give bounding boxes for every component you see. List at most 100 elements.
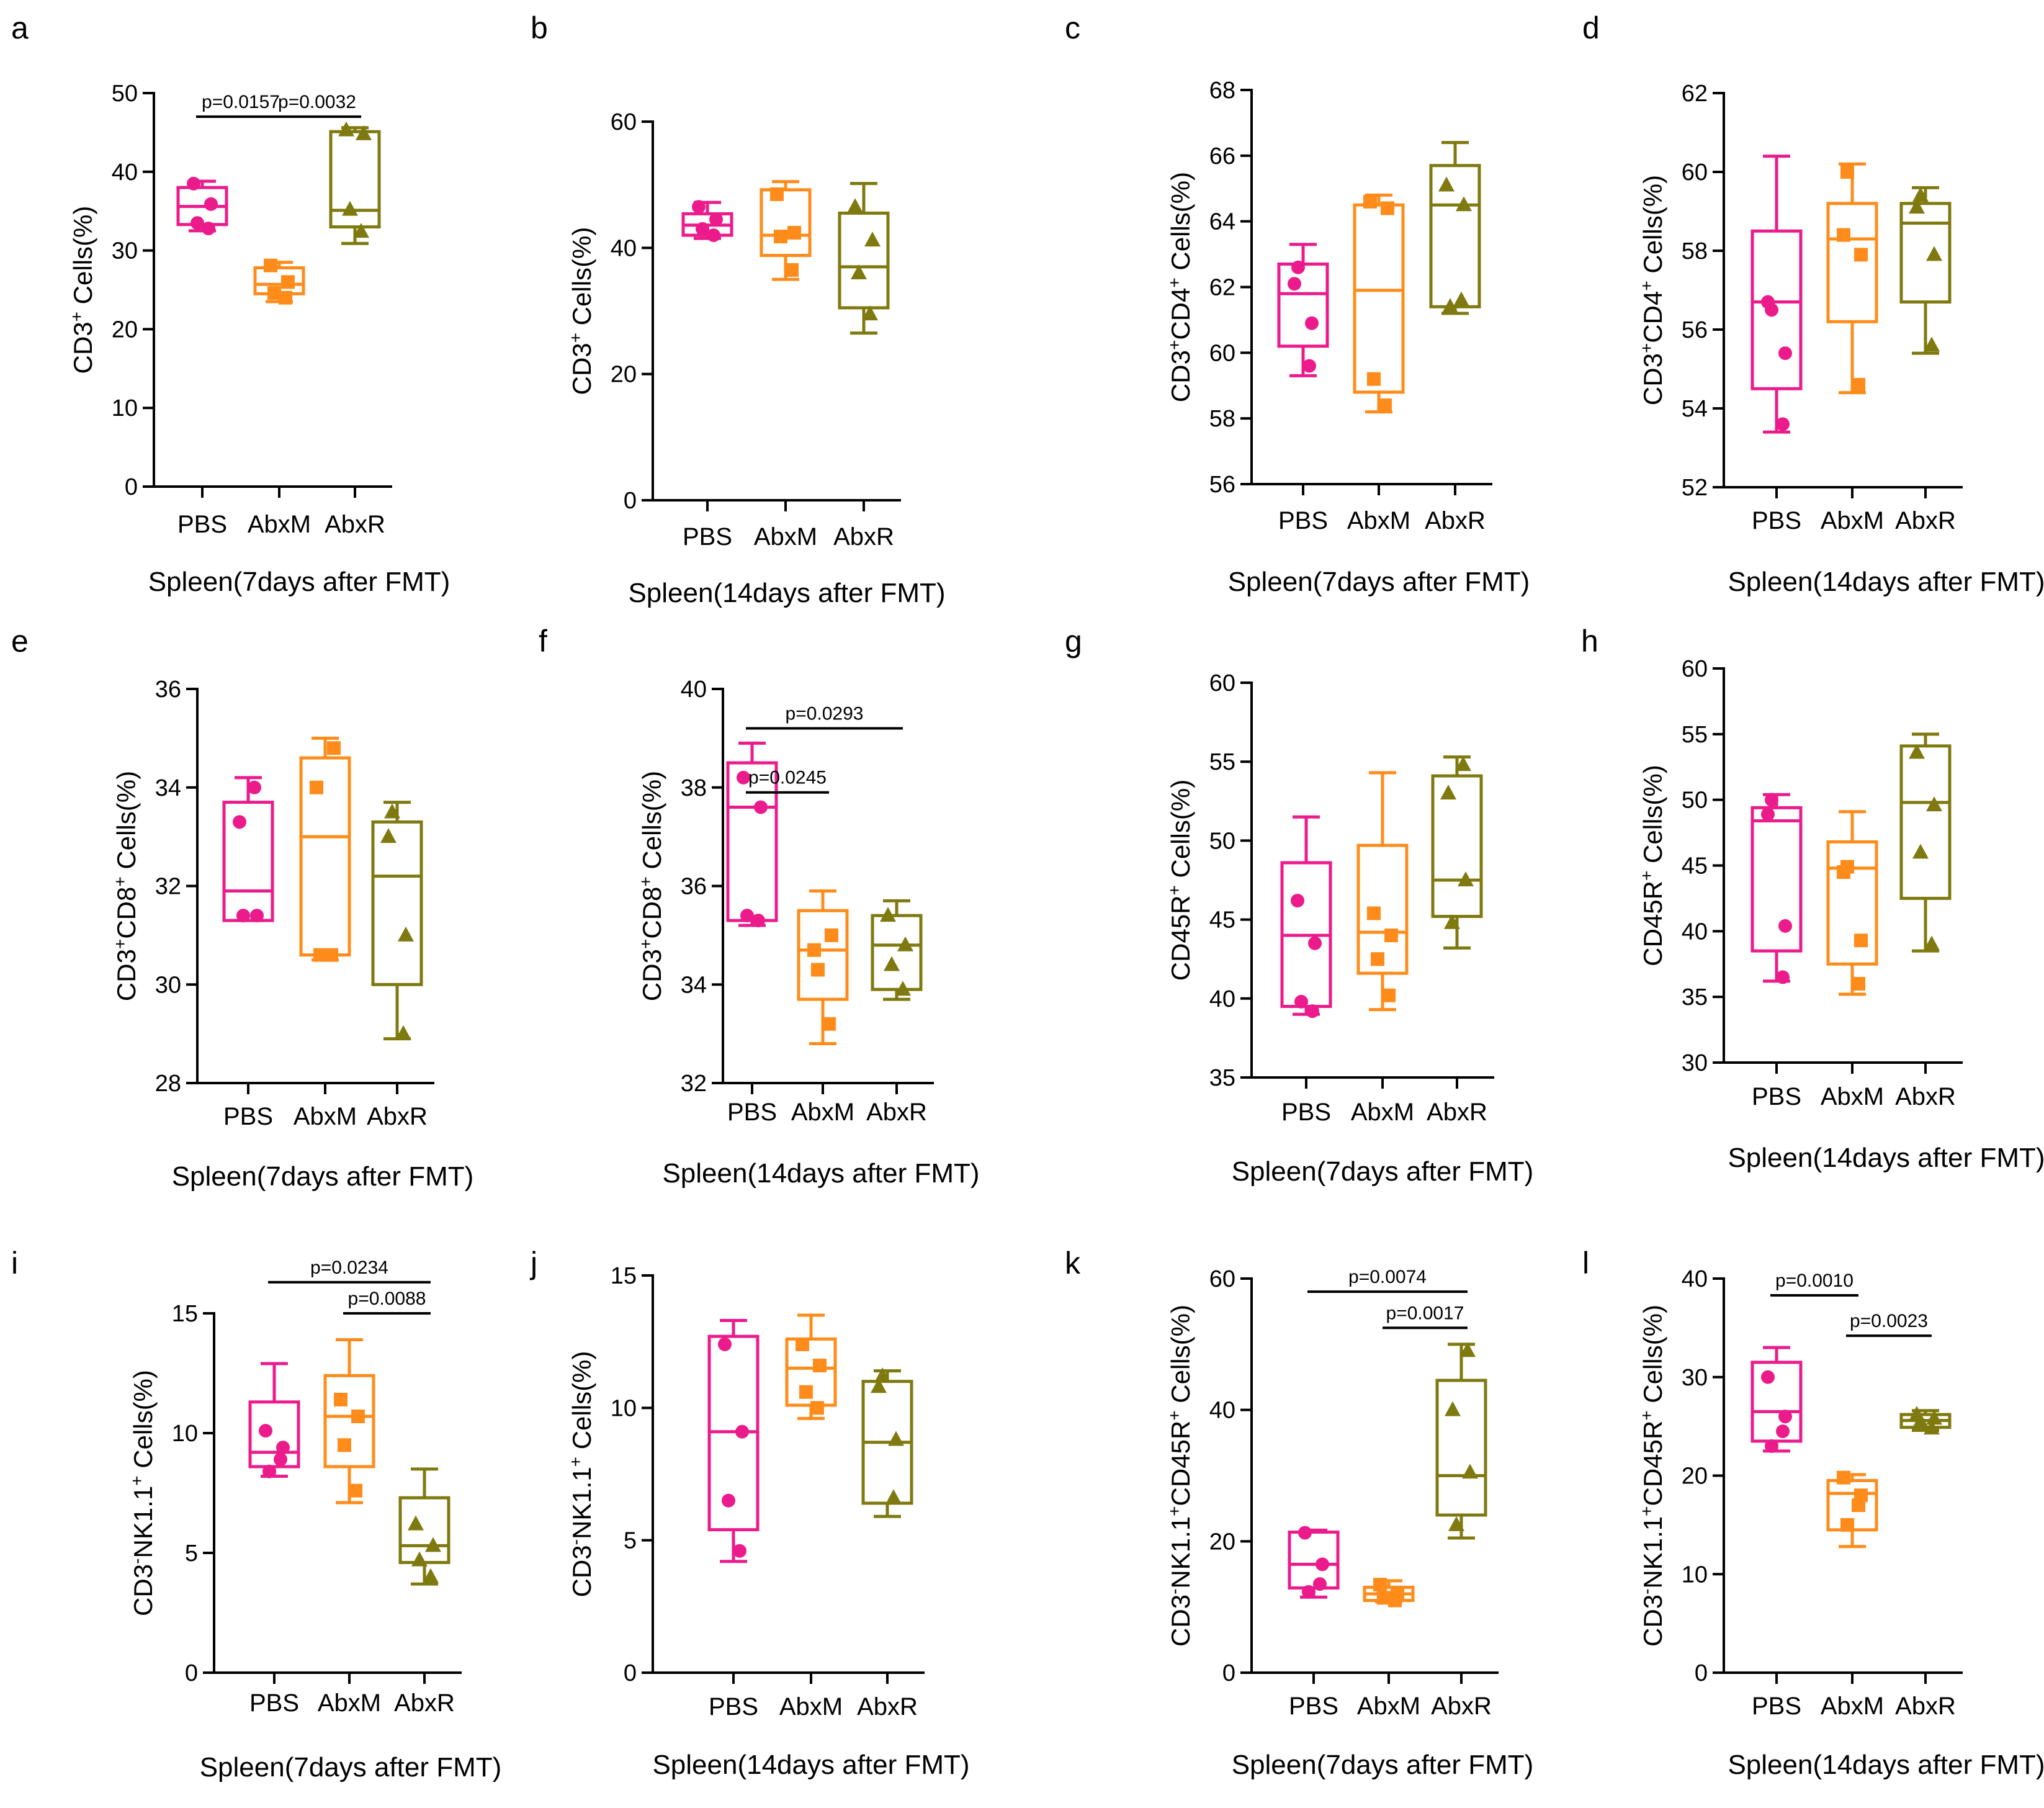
y-tick-label: 5 (624, 1528, 637, 1554)
data-point (740, 909, 754, 923)
panel-label: h (1581, 624, 1598, 659)
y-tick-label: 58 (1209, 406, 1235, 432)
x-axis-title: Spleen(14days after FMT) (662, 1158, 979, 1189)
data-point (1294, 994, 1308, 1009)
y-tick-label: 55 (1209, 749, 1235, 775)
y-tick-label: 40 (1209, 986, 1235, 1012)
data-point (313, 948, 327, 962)
y-tick-label: 50 (112, 81, 138, 107)
data-point (1840, 1518, 1854, 1532)
box-abxr (1431, 755, 1483, 950)
x-tick-label: AbxR (833, 523, 894, 551)
data-point (871, 1378, 887, 1393)
y-tick-label: 40 (611, 235, 637, 261)
data-point (1442, 298, 1458, 313)
box-iqr (1435, 1378, 1487, 1517)
data-point (810, 1401, 824, 1415)
box-iqr (371, 820, 423, 986)
data-point (1306, 1004, 1319, 1019)
y-axis-label: CD3+CD4+ Cells(%) (1637, 175, 1668, 405)
panel-k: k 0 20 40 60 PBS AbxM AbxR Spleen(7days after FM… (1065, 1246, 1533, 1780)
data-point (1444, 914, 1460, 929)
data-point (233, 815, 246, 829)
y-tick-label: 56 (1209, 472, 1235, 498)
data-point (1448, 1516, 1464, 1531)
y-tick-label: 30 (1682, 1365, 1708, 1391)
y-label-part: Cells(%) (1638, 1305, 1667, 1410)
data-point (1305, 316, 1319, 330)
y-label-base: CD3 (1166, 1594, 1195, 1647)
data-point (1371, 952, 1384, 966)
y-label-sup: + (1165, 277, 1184, 287)
data-point (202, 222, 215, 236)
x-tick-label: AbxM (1351, 1099, 1414, 1126)
pvalue-label: p=0.0074 (1348, 1267, 1427, 1287)
y-label-sup: - (1637, 1589, 1656, 1594)
x-axis-title: Spleen(14days after FMT) (628, 578, 945, 608)
y-label-sup: + (67, 312, 86, 322)
data-point (349, 1483, 362, 1498)
box-abxr (1899, 1406, 1952, 1435)
data-point (888, 1431, 904, 1446)
data-point (1837, 228, 1850, 242)
y-tick-label: 60 (1682, 656, 1708, 682)
y-tick-label: 52 (1682, 475, 1708, 501)
box-abxr (371, 801, 423, 1041)
panel-label: k (1065, 1246, 1081, 1280)
y-label-part: CD45R (1638, 1421, 1667, 1506)
y-label-base: CD3 (1638, 353, 1667, 405)
box-iqr (1826, 840, 1878, 966)
data-point (204, 197, 218, 211)
data-point (1291, 260, 1305, 274)
y-tick-label: 28 (155, 1071, 181, 1097)
y-tick-label: 58 (1682, 238, 1708, 264)
panel-g: g 35 40 45 50 55 60 PBS AbxM AbxR Spleen(7days aft… (1065, 624, 1533, 1187)
y-label-part: NK1.1 (1166, 1516, 1195, 1589)
data-point (737, 770, 750, 785)
y-label-part: Cells(%) (1166, 172, 1195, 277)
y-tick-label: 0 (1222, 1660, 1235, 1686)
y-label-sup: + (566, 333, 585, 343)
x-tick-label: PBS (1752, 1693, 1801, 1720)
data-point (338, 121, 354, 137)
box-iqr (323, 1374, 375, 1468)
pvalue-label: p=0.0157 (202, 92, 280, 112)
x-axis-title: Spleen(14days after FMT) (1728, 567, 2044, 597)
data-point (351, 1409, 365, 1423)
data-point (274, 1452, 287, 1467)
y-axis-label: CD45R+ Cells(%) (1637, 765, 1668, 966)
y-label-sup: + (636, 939, 655, 949)
box-pbs (1750, 793, 1803, 984)
y-tick-label: 20 (611, 362, 637, 388)
data-point (1924, 935, 1940, 951)
pvalue-label: p=0.0023 (1850, 1311, 1928, 1331)
data-point (267, 286, 281, 300)
data-point (353, 223, 369, 238)
data-point (1298, 1526, 1312, 1540)
y-tick-label: 66 (1209, 143, 1235, 169)
panel-label: b (531, 11, 548, 45)
x-tick-label: AbxR (866, 1099, 927, 1126)
y-axis-label: CD3+CD4+ Cells(%) (1165, 172, 1196, 402)
data-point (380, 828, 397, 843)
box-abxr (398, 1467, 450, 1586)
x-tick-label: PBS (1278, 507, 1328, 534)
y-label-part: Cells(%) (1638, 175, 1667, 281)
y-axis-label: CD3+ Cells(%) (67, 206, 98, 374)
box-pbs (176, 176, 228, 236)
y-tick-label: 60 (1209, 670, 1235, 696)
x-axis-title: Spleen(7days after FMT) (200, 1752, 502, 1783)
data-point (718, 1337, 732, 1351)
y-label-sup: + (1637, 1410, 1656, 1420)
y-label-part: Cells(%) (567, 227, 596, 333)
y-label-part: CD4 (1638, 291, 1667, 343)
data-point (796, 1337, 809, 1351)
x-axis-title: Spleen(7days after FMT) (148, 567, 450, 597)
data-point (1761, 1370, 1775, 1384)
box-iqr (1288, 1531, 1340, 1590)
y-tick-label: 30 (155, 972, 181, 998)
pvalue-label: p=0.0088 (348, 1289, 426, 1309)
y-axis-label: CD3+CD8+ Cells(%) (636, 771, 667, 1001)
y-axis-label: CD45R+ Cells(%) (1165, 780, 1196, 981)
box-iqr (1899, 202, 1952, 304)
